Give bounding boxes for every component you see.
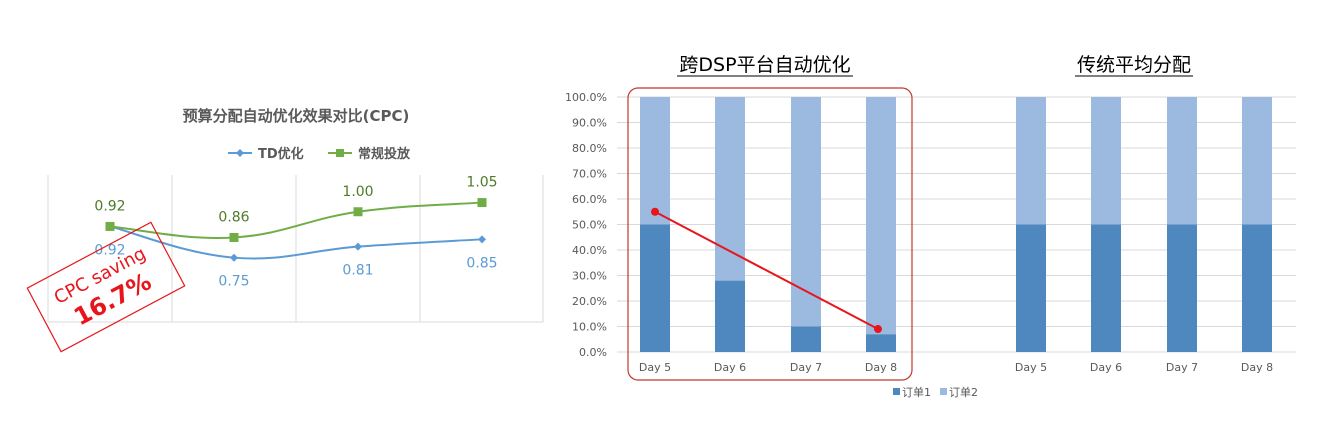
traditional-x-label: Day 6: [1090, 361, 1122, 374]
y-tick-label: 100.0%: [565, 91, 607, 104]
cross-dsp-bar-2: [791, 97, 821, 327]
legend-swatch-1: [893, 388, 900, 395]
traditional-bar-2: [1242, 97, 1272, 225]
td-point-marker: [230, 253, 238, 262]
line-chart: 预算分配自动优化效果对比(CPC) TD优化 常规投放 0.92 0.75 0.81 0.8…: [26, 107, 544, 353]
cross-dsp-x-label: Day 6: [714, 361, 746, 374]
traditional-bar-2: [1016, 97, 1046, 225]
cross-dsp-bar-2: [715, 97, 745, 281]
cross-dsp-bar-1: [640, 224, 670, 352]
trend-end-dot: [874, 325, 882, 334]
td-data-label: 0.75: [218, 274, 249, 290]
series-line-1: [109, 201, 483, 239]
y-tick-label: 0.0%: [579, 346, 607, 359]
legend-label-1: 常规投放: [358, 146, 411, 162]
y-tick-label: 50.0%: [572, 219, 607, 232]
stamp-border: [26, 221, 186, 353]
traditional-x-label: Day 8: [1241, 361, 1273, 374]
cross-dsp-x-label: Day 8: [865, 361, 897, 374]
legend-diamond-icon: [236, 149, 244, 157]
regular-data-label: 1.05: [466, 175, 497, 191]
traditional-bar-2: [1167, 97, 1197, 225]
bar-charts: 跨DSP平台自动优化 传统平均分配 0.0% 10.0% 20.0% 30.0% 40.0%…: [565, 54, 1296, 399]
cross-dsp-bar-1: [791, 326, 821, 352]
traditional-bar-1: [1091, 224, 1121, 352]
trend-start-dot: [651, 207, 659, 216]
td-point-marker: [354, 242, 362, 251]
cross-dsp-x-label: Day 5: [639, 361, 671, 374]
line-chart-title: 预算分配自动优化效果对比(CPC): [183, 107, 410, 125]
regular-point-marker: [229, 232, 239, 242]
traditional-bar-1: [1242, 224, 1272, 352]
regular-point-marker: [353, 207, 363, 217]
traditional-bar-1: [1016, 224, 1046, 352]
legend-square-icon: [336, 149, 344, 157]
cross-dsp-bar-2: [640, 97, 670, 225]
cross-dsp-bar-1: [715, 280, 745, 352]
regular-data-label: 0.86: [218, 209, 249, 225]
cross-dsp-x-label: Day 7: [790, 361, 822, 374]
traditional-x-label: Day 5: [1015, 361, 1047, 374]
traditional-x-label: Day 7: [1166, 361, 1198, 374]
trend-line: [654, 210, 879, 330]
cross-dsp-title: 跨DSP平台自动优化: [679, 54, 850, 76]
traditional-bar-1: [1167, 224, 1197, 352]
series-line-0: [109, 225, 483, 260]
y-tick-label: 80.0%: [572, 142, 607, 155]
legend-label-0: TD优化: [258, 146, 304, 162]
bar-legend: 订单1 订单2: [893, 386, 978, 399]
cross-dsp-bar-1: [866, 334, 896, 352]
regular-data-label: 0.92: [94, 198, 125, 214]
traditional-bar-2: [1091, 97, 1121, 225]
y-tick-label: 30.0%: [572, 270, 607, 283]
regular-data-label: 1.00: [342, 184, 373, 200]
td-data-label: 0.81: [342, 263, 373, 279]
regular-point-marker: [105, 221, 115, 231]
highlight-box: [627, 87, 913, 381]
y-tick-label: 90.0%: [572, 117, 607, 130]
td-data-label: 0.92: [94, 242, 125, 258]
td-point-marker: [478, 235, 486, 244]
traditional-title: 传统平均分配: [1077, 54, 1191, 76]
regular-point-marker: [477, 198, 487, 208]
td-data-label: 0.85: [466, 255, 497, 271]
legend-label-1: 订单1: [902, 386, 931, 399]
y-tick-label: 40.0%: [572, 244, 607, 257]
line-chart-legend: TD优化 常规投放: [228, 146, 411, 162]
legend-label-2: 订单2: [949, 386, 978, 399]
cross-dsp-bar-2: [866, 97, 896, 335]
y-tick-label: 60.0%: [572, 193, 607, 206]
y-tick-label: 20.0%: [572, 295, 607, 308]
legend-swatch-2: [940, 388, 947, 395]
y-tick-label: 70.0%: [572, 168, 607, 181]
y-tick-label: 10.0%: [572, 321, 607, 334]
